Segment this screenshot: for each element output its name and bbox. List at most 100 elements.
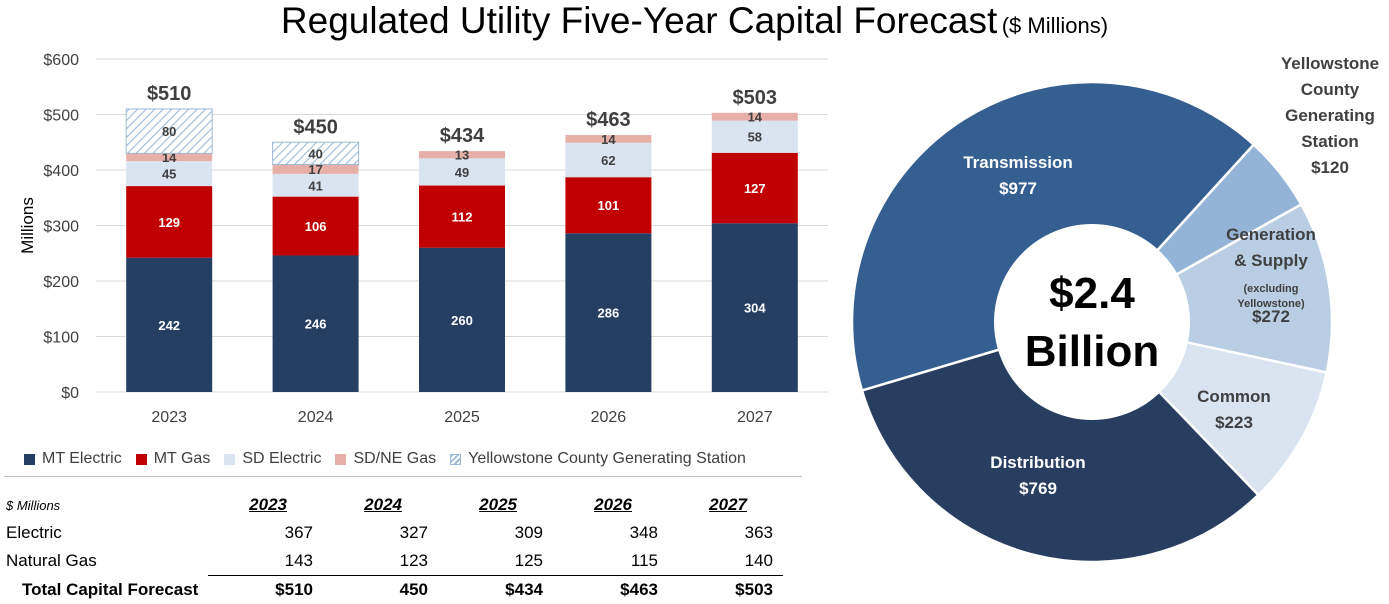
legend-divider xyxy=(4,476,802,477)
pie-category-label: Transmission xyxy=(963,153,1073,172)
table-year-header: 2026 xyxy=(553,491,668,519)
legend-swatch xyxy=(224,454,235,465)
pie-category-label: Generation xyxy=(1226,225,1316,244)
table-cell: $463 xyxy=(553,576,668,604)
pie-category-label: (excluding xyxy=(1243,283,1298,295)
bar-total-label: $510 xyxy=(147,83,192,105)
bar-data-label: 40 xyxy=(308,146,322,161)
bar-data-label: 304 xyxy=(744,301,766,316)
y-tick-label: $500 xyxy=(43,108,79,125)
pie-category-label: Distribution xyxy=(990,453,1085,472)
pie-category-label: Common xyxy=(1197,387,1271,406)
stacked-bar-chart: $0$100$200$300$400$500$600Millions242129… xyxy=(18,52,828,426)
x-tick-label: 2025 xyxy=(444,409,480,426)
pie-category-label: Generating xyxy=(1285,106,1375,125)
legend-swatch xyxy=(335,454,346,465)
bar-data-label: 58 xyxy=(748,130,762,145)
table-row-label: Electric xyxy=(6,519,208,547)
table-cell: 450 xyxy=(323,576,438,604)
y-tick-label: $600 xyxy=(43,52,79,69)
bar-total-label: $450 xyxy=(293,116,338,138)
table-units-label: $ Millions xyxy=(6,491,208,519)
x-tick-label: 2027 xyxy=(737,409,773,426)
table-year-header: 2025 xyxy=(438,491,553,519)
table-cell: $510 xyxy=(208,576,323,604)
bar-data-label: 242 xyxy=(158,318,180,333)
table-cell: 125 xyxy=(438,547,553,576)
table-cell: 123 xyxy=(323,547,438,576)
table-cell: 143 xyxy=(208,547,323,576)
pie-value-label: $272 xyxy=(1252,307,1290,326)
y-tick-label: $300 xyxy=(43,219,79,236)
bar-total-label: $434 xyxy=(440,125,485,147)
legend-item: MT Electric xyxy=(24,450,122,468)
table-cell: 327 xyxy=(323,519,438,547)
table-year-header: 2027 xyxy=(668,491,783,519)
y-tick-label: $400 xyxy=(43,163,79,180)
legend-item: SD Electric xyxy=(224,450,321,468)
x-tick-label: 2023 xyxy=(151,409,187,426)
table-year-header: 2023 xyxy=(208,491,323,519)
bar-data-label: 260 xyxy=(451,313,473,328)
table-cell: 115 xyxy=(553,547,668,576)
table-cell: 363 xyxy=(668,519,783,547)
bar-data-label: 14 xyxy=(601,132,616,147)
donut-center-amount: $2.4 xyxy=(1049,269,1135,318)
y-tick-label: $100 xyxy=(43,330,79,347)
pie-category-label: & Supply xyxy=(1234,251,1308,270)
table-cell: 348 xyxy=(553,519,668,547)
y-tick-label: $200 xyxy=(43,274,79,291)
legend-label: MT Gas xyxy=(154,450,211,468)
bar-data-label: 127 xyxy=(744,181,766,196)
bar-data-label: 13 xyxy=(455,148,469,163)
table-cell: 140 xyxy=(668,547,783,576)
pie-category-label: Station xyxy=(1301,132,1359,151)
legend-item: MT Gas xyxy=(136,450,211,468)
legend-item: Yellowstone County Generating Station xyxy=(450,450,746,468)
legend-label: SD Electric xyxy=(242,450,321,468)
legend-item: SD/NE Gas xyxy=(335,450,436,468)
legend-swatch xyxy=(136,454,147,465)
table-cell: $503 xyxy=(668,576,783,604)
table-row-label: Total Capital Forecast xyxy=(6,576,208,604)
y-axis-label: Millions xyxy=(18,197,37,254)
bar-data-label: 41 xyxy=(308,178,322,193)
legend-label: MT Electric xyxy=(42,450,122,468)
x-tick-label: 2026 xyxy=(591,409,627,426)
bar-data-label: 286 xyxy=(598,306,620,321)
bar-data-label: 129 xyxy=(158,215,180,230)
legend-swatch xyxy=(450,454,461,465)
x-tick-label: 2024 xyxy=(298,409,334,426)
legend-label: Yellowstone County Generating Station xyxy=(468,450,746,468)
bar-data-label: 45 xyxy=(162,167,176,182)
bar-data-label: 80 xyxy=(162,124,176,139)
bar-data-label: 246 xyxy=(305,317,327,332)
table-row-label: Natural Gas xyxy=(6,547,208,576)
bar-total-label: $463 xyxy=(586,109,631,131)
pie-category-label: Yellowstone xyxy=(1281,54,1379,73)
legend-swatch xyxy=(24,454,35,465)
bar-data-label: 49 xyxy=(455,165,469,180)
bar-legend: MT Electric MT Gas SD Electric SD/NE Gas Yel… xyxy=(24,450,760,470)
bar-data-label: 106 xyxy=(305,219,327,234)
bar-data-label: 62 xyxy=(601,153,615,168)
bar-data-label: 101 xyxy=(598,198,620,213)
table-cell: $434 xyxy=(438,576,553,604)
pie-value-label: $223 xyxy=(1215,413,1253,432)
bar-total-label: $503 xyxy=(733,87,778,109)
table-cell: 309 xyxy=(438,519,553,547)
donut-center-unit: Billion xyxy=(1025,327,1159,376)
bar-data-label: 112 xyxy=(452,210,473,225)
table-year-header: 2024 xyxy=(323,491,438,519)
donut-chart: $2.4BillionTransmission$977YellowstoneCo… xyxy=(852,54,1379,562)
bar-data-label: 14 xyxy=(748,110,763,125)
donut-hole xyxy=(994,224,1190,420)
pie-value-label: $120 xyxy=(1311,158,1349,177)
pie-value-label: $769 xyxy=(1019,479,1057,498)
table-cell: 367 xyxy=(208,519,323,547)
